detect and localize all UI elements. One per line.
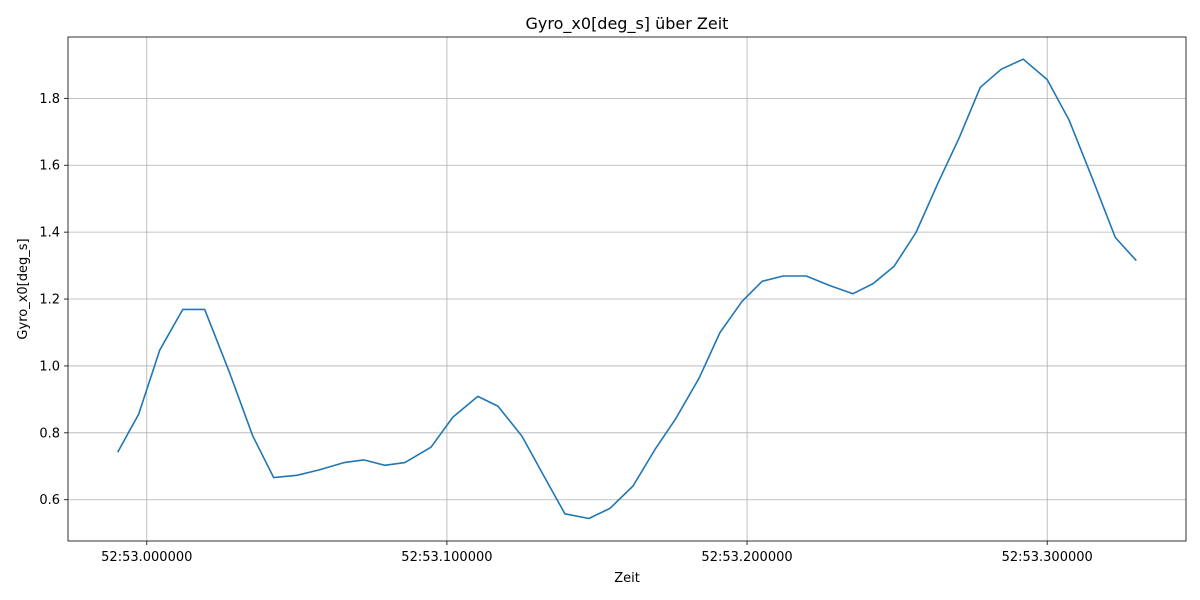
y-axis-label: Gyro_x0[deg_s]	[16, 238, 31, 339]
y-tick-label: 1.6	[39, 159, 60, 174]
x-tick-label: 52:53.100000	[401, 550, 492, 565]
x-tick-label: 52:53.200000	[701, 550, 792, 565]
x-axis-label: Zeit	[614, 571, 640, 586]
y-tick-label: 1.4	[39, 226, 60, 241]
series-layer	[116, 58, 1137, 520]
grid-layer	[68, 37, 1186, 541]
y-tick-label: 1.8	[39, 92, 60, 107]
x-tick-label: 52:53.300000	[1002, 550, 1093, 565]
y-tick-label: 0.6	[39, 493, 60, 508]
series-line	[116, 58, 1137, 520]
plot-frame	[67, 36, 1187, 542]
tick-layer: 52:53.000000 52:53.100000 52:53.200000 52:5…	[39, 92, 1092, 565]
y-tick-label: 1.2	[39, 293, 60, 308]
y-tick-label: 1.0	[39, 359, 60, 374]
chart-title: Gyro_x0[deg_s] über Zeit	[526, 14, 729, 34]
x-tick-label: 52:53.000000	[101, 550, 192, 565]
y-tick-label: 0.8	[39, 426, 60, 441]
